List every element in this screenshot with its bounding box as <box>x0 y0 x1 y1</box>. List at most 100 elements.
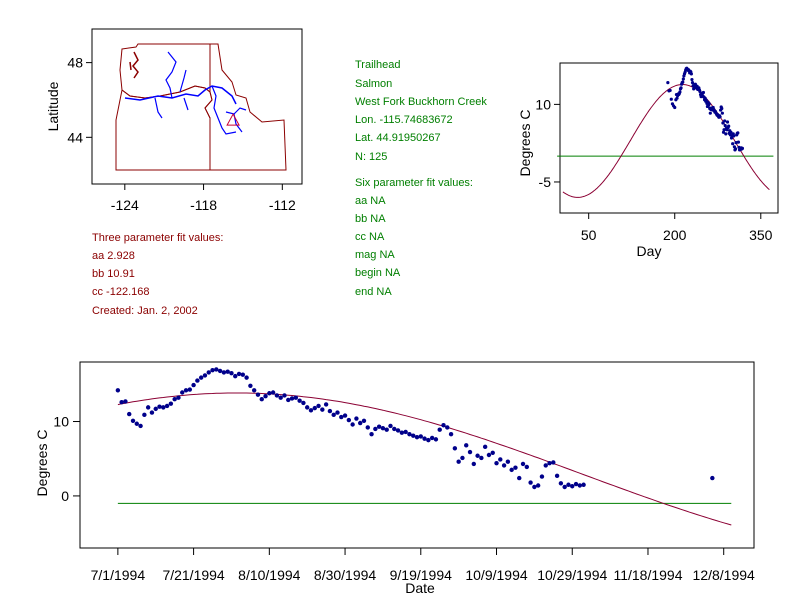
six-param-end: end NA <box>355 286 392 298</box>
date-data-point <box>365 425 370 430</box>
map-panel: -124 -118 -112 48 44 Latitude <box>45 28 303 213</box>
day-data-point <box>720 106 724 111</box>
date-data-point <box>350 422 355 427</box>
date-data-point <box>293 395 299 400</box>
date-data-point <box>161 405 166 410</box>
date-data-point <box>414 434 420 440</box>
date-data-point <box>233 373 238 379</box>
date-data-point <box>464 443 469 448</box>
date-data-point <box>562 484 567 490</box>
day-chart: 50 200 350 10 -5 Day Degrees C <box>517 62 779 259</box>
date-data-point <box>403 429 408 435</box>
date-data-point <box>373 426 378 432</box>
date-data-point <box>217 368 223 374</box>
date-data-point <box>467 449 473 455</box>
date-data-point <box>388 423 393 429</box>
date-data-point <box>297 398 302 403</box>
date-data-point <box>153 406 158 412</box>
date-data-point <box>566 482 571 487</box>
date-fit-curve <box>117 392 732 526</box>
date-data-point <box>263 394 268 399</box>
day-data-point <box>736 140 741 144</box>
day-data-point <box>727 124 731 128</box>
date-data-point <box>327 408 333 414</box>
date-data-point <box>509 467 514 473</box>
day-y-tick-label: -5 <box>539 174 552 190</box>
date-data-point <box>380 426 386 431</box>
station-n: N: 125 <box>355 151 387 163</box>
day-data-point <box>729 130 733 134</box>
date-y-tick-label: 0 <box>61 488 69 504</box>
date-data-point <box>411 433 416 438</box>
date-data-point <box>127 411 132 417</box>
date-data-point <box>448 431 454 437</box>
date-data-point <box>422 436 427 441</box>
date-x-tick-label: 12/8/1994 <box>693 567 755 583</box>
day-data-point <box>718 115 722 119</box>
date-data-point <box>554 473 560 479</box>
date-data-point <box>312 405 317 411</box>
date-data-point <box>308 408 314 413</box>
date-data-point <box>331 412 336 418</box>
date-data-point <box>573 481 579 487</box>
date-data-point <box>172 397 177 402</box>
date-data-point <box>501 463 507 468</box>
six-param-bb: bb NA <box>355 213 386 225</box>
day-data-point <box>722 128 726 132</box>
date-data-point <box>225 369 230 374</box>
date-data-point <box>138 423 143 429</box>
date-data-point <box>460 455 465 461</box>
date-data-point <box>316 403 321 409</box>
date-data-point <box>286 397 291 403</box>
day-data-point <box>724 132 728 136</box>
date-data-point <box>187 387 193 392</box>
date-data-point <box>558 481 564 486</box>
day-y-axis-label: Degrees C <box>517 110 533 177</box>
date-data-point <box>180 390 185 395</box>
date-data-point <box>251 388 257 393</box>
date-data-point <box>149 410 155 415</box>
date-data-point <box>282 393 287 398</box>
six-param-block: Six parameter fit values: aa NA bb NA cc… <box>355 177 473 298</box>
date-data-point <box>482 444 488 450</box>
day-data-point <box>733 147 738 151</box>
date-data-point <box>210 367 215 373</box>
date-data-point <box>301 400 306 406</box>
date-data-point <box>198 375 204 380</box>
station-lat: Lat. 44.91950267 <box>355 132 441 144</box>
date-data-point <box>528 480 533 485</box>
map-y-axis-label: Latitude <box>45 81 61 131</box>
date-data-point <box>471 461 476 467</box>
day-data-point <box>723 123 727 128</box>
date-data-point <box>547 460 552 466</box>
map-x-tick-label: -112 <box>269 197 296 213</box>
day-y-tick-label: 10 <box>535 96 551 112</box>
date-data-point <box>551 460 556 465</box>
date-data-point <box>183 388 189 393</box>
date-y-axis-label: Degrees C <box>34 430 50 497</box>
day-data-point <box>681 77 685 81</box>
day-x-tick-label: 350 <box>749 227 773 243</box>
date-data-point <box>240 372 246 377</box>
date-data-point <box>304 405 310 410</box>
date-data-point <box>320 407 325 412</box>
date-data-point <box>577 483 583 488</box>
three-param-created: Created: Jan. 2, 2002 <box>92 305 198 317</box>
map-y-tick-label: 44 <box>67 129 83 145</box>
date-data-point <box>255 392 261 397</box>
day-data-point <box>736 131 740 135</box>
date-x-tick-label: 9/19/1994 <box>390 567 452 583</box>
date-data-point <box>570 484 575 489</box>
day-data-point <box>668 88 672 93</box>
date-chart-frame <box>79 361 755 549</box>
date-data-point <box>134 421 139 426</box>
river-columbia <box>124 85 237 105</box>
date-data-point <box>214 367 219 372</box>
date-data-point <box>490 450 495 455</box>
date-data-point <box>369 431 374 437</box>
date-data-point <box>395 428 401 433</box>
day-data-point <box>673 105 677 110</box>
date-data-point <box>407 431 412 437</box>
day-data-point <box>721 130 726 134</box>
date-data-point <box>532 484 537 490</box>
